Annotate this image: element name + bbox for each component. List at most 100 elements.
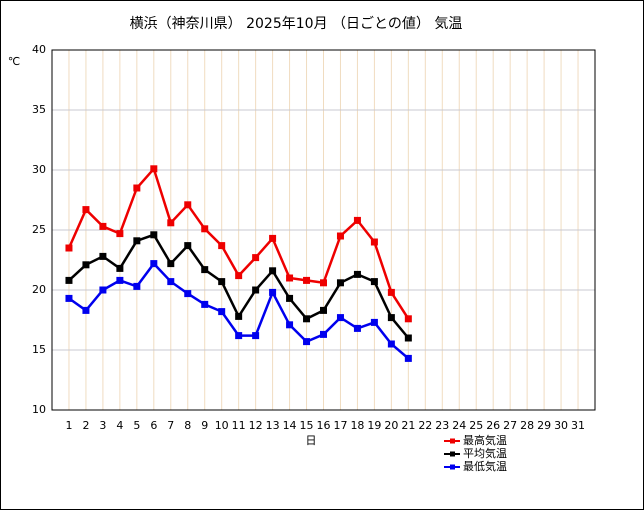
y-axis-label: ℃ (8, 55, 20, 68)
point (252, 332, 260, 340)
point (404, 334, 412, 342)
point (303, 338, 311, 346)
point (133, 184, 141, 192)
point (404, 354, 412, 362)
x-tick-label: 11 (232, 419, 246, 432)
point (320, 306, 327, 314)
point (65, 294, 73, 302)
chart-title: 横浜（神奈川県） 2025年10月 （日ごとの値） 気温 (130, 16, 463, 32)
point (201, 225, 209, 233)
point (218, 308, 226, 316)
point (235, 272, 243, 280)
x-tick-label: 3 (99, 419, 106, 432)
legend-label: 平均気温 (463, 446, 507, 460)
point (184, 290, 192, 298)
point (269, 234, 277, 242)
point (116, 276, 124, 284)
legend-marker (450, 464, 455, 470)
x-tick-label: 7 (167, 419, 174, 432)
y-tick-label: 30 (32, 163, 46, 176)
point (336, 279, 344, 287)
x-tick-label: 16 (317, 419, 331, 432)
point (99, 286, 107, 294)
x-tick-label: 24 (452, 419, 466, 432)
legend-label: 最低気温 (463, 459, 507, 473)
point (252, 286, 260, 294)
point (387, 314, 395, 322)
x-tick-label: 10 (215, 419, 229, 432)
point (336, 314, 344, 322)
point (336, 232, 344, 240)
y-tick-label: 20 (32, 283, 46, 296)
x-tick-label: 9 (201, 419, 208, 432)
point (370, 278, 378, 286)
y-tick-label: 40 (32, 43, 46, 56)
point (404, 315, 412, 323)
point (269, 288, 277, 296)
plot-border (51, 49, 596, 411)
point (82, 206, 90, 214)
point (167, 219, 175, 227)
y-tick-label: 15 (32, 343, 46, 356)
point (286, 321, 294, 329)
point (201, 266, 209, 274)
point (133, 282, 141, 290)
x-tick-label: 5 (133, 419, 140, 432)
point (252, 254, 260, 262)
point (218, 242, 226, 250)
x-tick-label: 1 (65, 419, 72, 432)
point (303, 315, 311, 323)
point (99, 222, 107, 230)
point (150, 231, 158, 239)
point (65, 244, 73, 252)
point (353, 324, 361, 332)
x-tick-label: 12 (249, 419, 263, 432)
point (150, 165, 158, 173)
point (99, 252, 107, 260)
point (184, 242, 192, 250)
point (116, 230, 124, 238)
point (82, 306, 90, 314)
point (353, 216, 361, 224)
point (320, 330, 327, 338)
point (320, 279, 327, 287)
point (116, 264, 124, 272)
point (235, 312, 243, 320)
y-tick-label: 25 (32, 223, 46, 236)
x-tick-label: 4 (116, 419, 123, 432)
y-tick-label: 35 (32, 103, 46, 116)
legend-label: 最高気温 (463, 433, 507, 447)
point (201, 300, 209, 308)
point (269, 267, 277, 275)
y-tick-label: 10 (32, 403, 46, 416)
x-tick-label: 30 (554, 419, 568, 432)
legend-marker (450, 451, 455, 457)
x-tick-label: 20 (384, 419, 398, 432)
point (303, 276, 311, 284)
x-tick-label: 8 (184, 419, 191, 432)
point (370, 238, 378, 246)
x-tick-label: 6 (150, 419, 157, 432)
x-tick-label: 23 (435, 419, 449, 432)
x-tick-label: 15 (300, 419, 314, 432)
legend-marker (450, 438, 455, 444)
point (184, 201, 192, 209)
x-tick-label: 13 (266, 419, 280, 432)
point (167, 260, 175, 268)
point (150, 260, 158, 268)
point (82, 261, 90, 269)
point (387, 340, 395, 348)
point (133, 237, 141, 245)
x-axis-label: 日 (306, 434, 317, 447)
point (235, 332, 243, 340)
x-tick-label: 19 (367, 419, 381, 432)
point (286, 294, 294, 302)
point (286, 274, 294, 282)
x-tick-label: 27 (503, 419, 517, 432)
x-tick-label: 14 (283, 419, 297, 432)
x-tick-label: 22 (418, 419, 432, 432)
x-tick-label: 25 (469, 419, 483, 432)
point (167, 278, 175, 286)
